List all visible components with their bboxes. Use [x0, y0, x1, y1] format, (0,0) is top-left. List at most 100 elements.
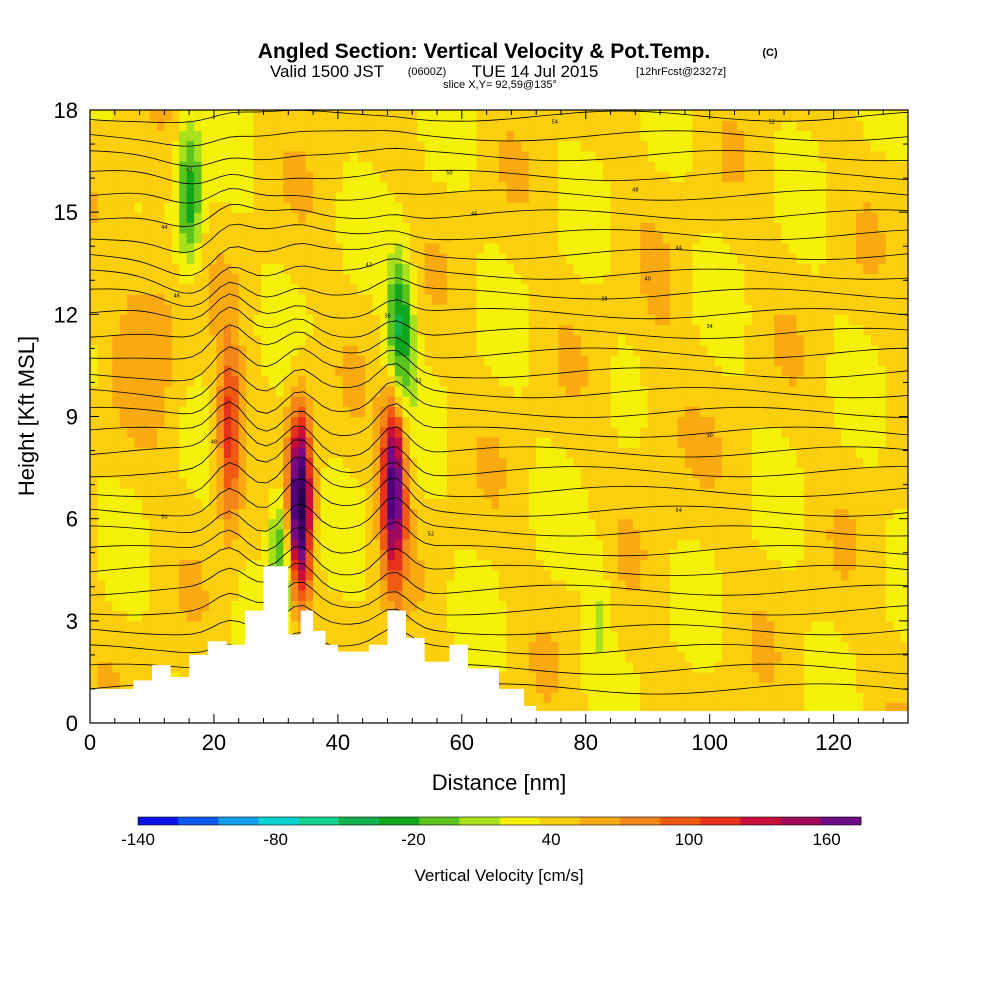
velocity-cell [439, 375, 448, 387]
velocity-cell [677, 641, 686, 653]
velocity-cell [268, 263, 277, 275]
velocity-cell [409, 304, 418, 315]
velocity-cell [558, 130, 567, 142]
velocity-cell [372, 161, 381, 172]
velocity-cell [104, 641, 113, 653]
velocity-cell [90, 661, 99, 673]
velocity-cell [469, 579, 478, 591]
velocity-cell [290, 314, 299, 326]
velocity-cell [580, 457, 589, 469]
velocity-cell [528, 579, 537, 591]
velocity-cell [499, 610, 508, 622]
velocity-cell [171, 120, 180, 132]
velocity-cell [424, 110, 433, 121]
velocity-cell [268, 293, 277, 305]
velocity-cell [112, 682, 121, 693]
velocity-cell [476, 498, 485, 510]
velocity-cell [201, 539, 210, 550]
velocity-cell [699, 273, 708, 285]
velocity-cell [513, 488, 522, 499]
velocity-cell [127, 457, 136, 469]
velocity-cell [112, 191, 121, 203]
velocity-cell [231, 610, 240, 622]
velocity-cell [380, 150, 389, 162]
velocity-cell [97, 488, 106, 499]
velocity-cell [424, 620, 433, 632]
velocity-cell [119, 201, 128, 213]
velocity-cell [484, 130, 493, 142]
velocity-cell [97, 201, 106, 213]
velocity-cell [119, 488, 128, 499]
velocity-cell [454, 610, 463, 622]
velocity-cell [216, 457, 225, 469]
velocity-cell [253, 549, 262, 561]
velocity-cell [357, 324, 366, 336]
velocity-cell [424, 355, 433, 367]
velocity-cell [380, 283, 389, 295]
velocity-cell [558, 171, 567, 183]
velocity-cell [134, 171, 143, 183]
velocity-cell [342, 293, 351, 305]
velocity-cell [335, 314, 344, 326]
velocity-cell [357, 467, 366, 479]
velocity-cell [469, 273, 478, 285]
velocity-cell [283, 201, 292, 213]
velocity-cell [461, 355, 470, 367]
velocity-cell [365, 263, 374, 275]
velocity-cell [313, 304, 322, 315]
velocity-cell [320, 498, 329, 510]
velocity-cell [372, 539, 381, 550]
velocity-cell [543, 600, 552, 612]
velocity-cell [476, 477, 485, 489]
velocity-cell [246, 457, 255, 469]
velocity-cell [238, 212, 247, 223]
velocity-cell [595, 283, 604, 295]
velocity-cell [677, 385, 686, 397]
velocity-cell [603, 631, 612, 642]
velocity-cell [186, 590, 195, 601]
velocity-cell [595, 120, 604, 132]
velocity-cell [424, 161, 433, 172]
velocity-cell [409, 457, 418, 469]
velocity-cell [394, 508, 403, 520]
velocity-cell [246, 477, 255, 489]
velocity-cell [327, 355, 336, 367]
velocity-cell [171, 150, 180, 162]
velocity-cell [595, 467, 604, 479]
velocity-cell [104, 150, 113, 162]
velocity-cell [684, 447, 693, 458]
velocity-cell [179, 549, 188, 561]
velocity-cell [171, 171, 180, 183]
velocity-cell [223, 140, 232, 152]
velocity-cell [171, 181, 180, 193]
velocity-cell [357, 508, 366, 520]
velocity-cell [588, 161, 597, 172]
velocity-cell [387, 201, 396, 213]
velocity-cell [506, 232, 515, 244]
velocity-cell [104, 518, 113, 530]
velocity-cell [617, 130, 627, 142]
velocity-cell [662, 661, 671, 673]
velocity-cell [647, 375, 656, 387]
velocity-cell [603, 314, 612, 326]
velocity-cell [253, 181, 262, 193]
velocity-cell [543, 569, 552, 581]
velocity-cell [506, 396, 515, 407]
velocity-cell [208, 528, 218, 540]
velocity-cell [603, 549, 612, 561]
velocity-cell [528, 416, 537, 428]
velocity-cell [171, 344, 180, 356]
velocity-cell [461, 273, 470, 285]
velocity-cell [491, 253, 500, 264]
velocity-cell [402, 579, 411, 591]
velocity-cell [603, 416, 612, 428]
velocity-cell [565, 518, 574, 530]
velocity-cell [655, 436, 664, 448]
velocity-cell [112, 253, 121, 264]
velocity-cell [409, 426, 418, 438]
velocity-cell [320, 171, 329, 183]
velocity-cell [461, 171, 470, 183]
velocity-cell [536, 201, 545, 213]
velocity-cell [640, 528, 649, 540]
velocity-cell [647, 324, 656, 336]
